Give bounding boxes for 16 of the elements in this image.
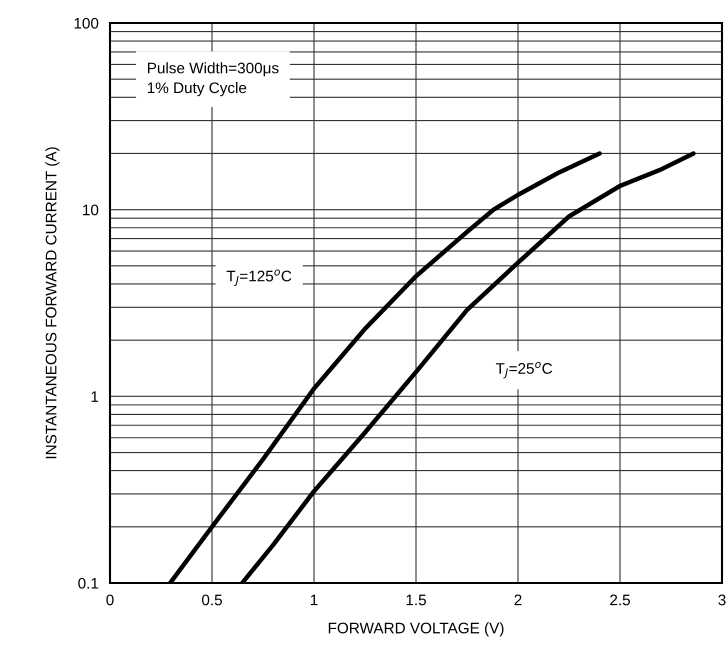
x-tick-label: 3 [718,594,726,606]
x-axis-title: FORWARD VOLTAGE (V) [328,622,504,636]
x-tick-label: 1.5 [406,594,426,606]
x-tick-label: 0.5 [202,594,222,606]
y-tick-label: 10 [83,204,98,216]
y-tick-label: 1 [92,391,98,402]
annotation: T$_{J}$=125$^{o}$C [226,269,292,286]
x-tick-label: 2 [514,594,522,606]
x-tick-label: 0 [106,594,114,606]
x-tick-label: 1 [310,594,318,606]
annotation: T$_{J}$=25$^{o}$C [496,362,552,378]
annotation: Pulse Width=300μs 1% Duty Cycle [148,62,279,96]
x-tick-label: 2.5 [610,594,630,606]
y-axis-title: INSTANTANEOUS FORWARD CURRENT (A) [45,147,60,458]
y-tick-label: 0.1 [78,578,98,589]
y-tick-label: 100 [74,18,98,29]
